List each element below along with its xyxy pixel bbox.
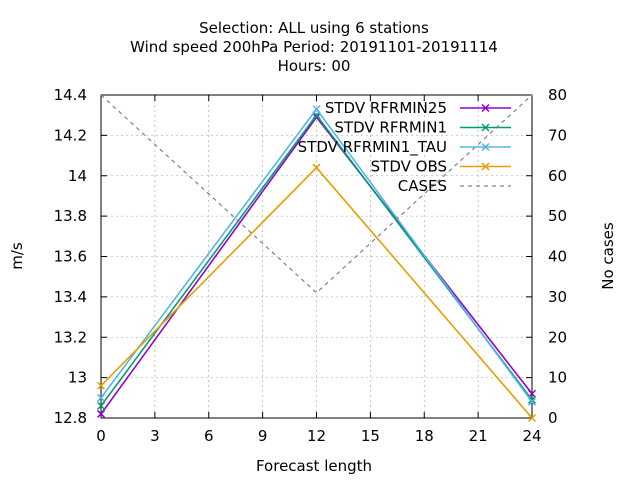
grid: [101, 95, 532, 418]
x-axis-label: Forecast length: [256, 457, 372, 475]
y2-tick-label: 80: [548, 86, 567, 104]
title-line: Wind speed 200hPa Period: 20191101-20191…: [130, 38, 498, 56]
legend-label: STDV RFRMIN1_TAU: [298, 138, 447, 157]
y-tick-label: 14.2: [54, 126, 87, 144]
y-tick-label: 13.2: [54, 328, 87, 346]
data-point-0-0: [96, 409, 106, 418]
data-point-1-0: [96, 401, 106, 410]
axis-ticks: 0 3 6 9 12 15 18 21 24 12.8 13 13.2 13.4 13.6 13.8 14 14…: [54, 86, 568, 445]
x-tick-label: 21: [469, 427, 488, 445]
y-tick-label: 13.4: [54, 288, 87, 306]
data-point-3-2: [527, 413, 537, 423]
series-layer: [96, 94, 537, 423]
x-tick-label: 15: [361, 427, 380, 445]
legend-label: CASES: [398, 177, 447, 195]
data-point-2-2: [527, 397, 537, 406]
y2-tick-label: 60: [548, 167, 567, 185]
y2-tick-label: 10: [548, 369, 567, 387]
y2-axis-label: No cases: [599, 222, 617, 290]
legend-label: STDV OBS: [371, 158, 447, 176]
data-point-2-1: [312, 105, 321, 114]
legend-marker: [481, 142, 490, 152]
x-tick-label: 3: [150, 427, 160, 445]
x-tick-label: 24: [522, 427, 541, 445]
y-tick-label: 13: [68, 369, 87, 387]
legend-label: STDV RFRMIN25: [325, 99, 447, 117]
data-point-2-0: [96, 393, 106, 402]
y-tick-label: 14.4: [54, 86, 87, 104]
series-line-4: [100, 94, 533, 294]
y-tick-label: 13.6: [54, 248, 87, 266]
x-tick-label: 18: [415, 427, 434, 445]
y2-tick-label: 40: [548, 248, 567, 266]
title-line: Hours: 00: [278, 57, 351, 75]
data-point-3-0: [96, 381, 106, 390]
x-tick-label: 6: [204, 427, 214, 445]
y-tick-label: 12.8: [54, 409, 87, 427]
legend-marker: [481, 103, 490, 113]
y-axis-label: m/s: [8, 242, 26, 270]
legend-marker: [481, 162, 490, 171]
x-tick-label: 9: [258, 427, 268, 445]
y2-tick-label: 50: [548, 207, 567, 225]
x-tick-label: 12: [307, 427, 326, 445]
title-line: Selection: ALL using 6 stations: [199, 19, 429, 37]
legend-label: STDV RFRMIN1: [334, 119, 447, 137]
y2-tick-label: 70: [548, 126, 567, 144]
data-point-3-1: [312, 163, 321, 172]
y-tick-label: 14: [68, 167, 87, 185]
y2-tick-label: 0: [548, 409, 558, 427]
y2-tick-label: 30: [548, 288, 567, 306]
x-tick-label: 0: [96, 427, 106, 445]
y-tick-label: 13.8: [54, 207, 87, 225]
y2-tick-label: 20: [548, 328, 567, 346]
legend-marker: [481, 123, 490, 132]
